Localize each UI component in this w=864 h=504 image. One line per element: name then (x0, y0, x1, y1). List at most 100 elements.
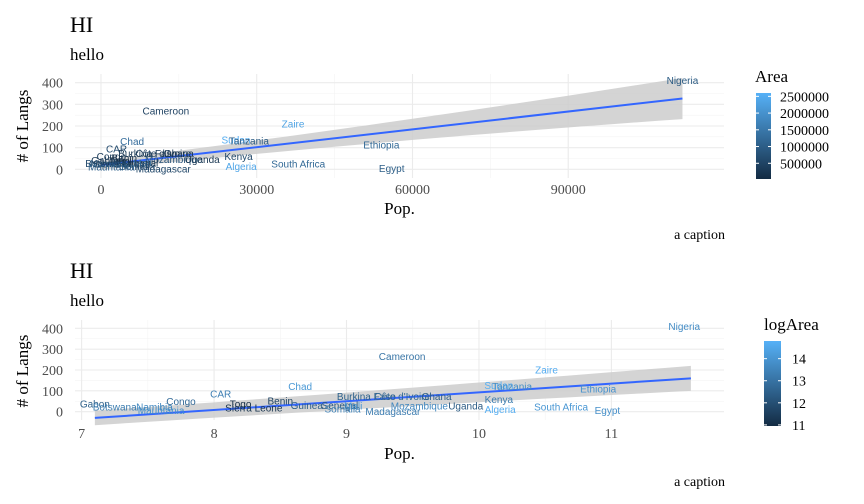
x-axis-title: Pop. (384, 444, 415, 463)
point-label: Guinea (291, 401, 324, 412)
point-label: Somalia (119, 162, 156, 173)
point-label: Chad (120, 137, 144, 148)
point-label: Madagascar (136, 164, 192, 175)
point-label: Tanzania (229, 137, 269, 148)
point-label: Mozambique (391, 401, 449, 412)
x-tick-label: 9 (343, 427, 350, 442)
point-label: South Africa (271, 159, 325, 170)
chart-panel-2: HI hello Nigeria Cameroon Zaire SudanTanzania… (13, 258, 819, 490)
x-axis-title: Pop. (384, 199, 415, 218)
point-label: Mali (344, 401, 362, 412)
trend-line (94, 377, 691, 419)
point-label: Sudan (484, 381, 513, 392)
point-label: Botswana (85, 159, 129, 170)
point-label: CAR (210, 389, 231, 400)
point-label: Cameroon (143, 106, 190, 117)
point-label: Mauritania (138, 406, 185, 417)
point-label: Togo (230, 400, 252, 411)
point-label: Namibia (90, 159, 127, 170)
confidence-band (94, 365, 691, 426)
chart-caption: a caption (674, 475, 725, 490)
point-label: Congo (166, 397, 196, 408)
trend-line (100, 97, 683, 166)
point-label: Gabon (91, 156, 121, 167)
point-label: Algeria (226, 162, 258, 173)
y-tick-label: 400 (42, 77, 63, 92)
x-tick-label: 8 (211, 427, 218, 442)
point-label: Namibia (136, 403, 173, 414)
legend: logArea 11 12 13 14 (764, 315, 819, 434)
chart-caption: a caption (674, 228, 725, 243)
point-label: Cameroon (379, 352, 426, 363)
legend-title: Area (755, 67, 788, 86)
y-tick-label: 300 (42, 343, 63, 358)
point-label: Senegal (122, 158, 159, 169)
point-label: Mali (133, 158, 151, 169)
point-label: Guinea (116, 158, 149, 169)
point-label: Congo (97, 152, 127, 163)
point-label: Zaire (535, 366, 558, 377)
point-label: Ethiopia (580, 385, 617, 396)
y-tick-label: 300 (42, 98, 63, 113)
point-label: Zaire (282, 119, 305, 130)
x-tick-label: 60000 (395, 183, 430, 198)
x-tick-label: 0 (97, 183, 104, 198)
legend-tick-label: 12 (792, 397, 806, 412)
point-label: Benin (268, 396, 294, 407)
point-label: Mauritania (88, 163, 135, 174)
point-label: Chad (288, 382, 312, 393)
point-label: Uganda (448, 401, 483, 412)
x-tick-label: 10 (472, 427, 486, 442)
x-tick-label: 11 (605, 427, 618, 442)
point-label: Benin (112, 154, 138, 165)
point-label: Uganda (185, 155, 220, 166)
point-label: CAR (106, 144, 127, 155)
point-label: Mozambique (145, 155, 203, 166)
point-label: Gabon (80, 399, 110, 410)
plot-grid (75, 74, 724, 178)
point-label: Algeria (485, 405, 517, 416)
legend-tick-label: 13 (792, 375, 806, 390)
legend-tick-label: 14 (792, 353, 806, 368)
point-label: Egypt (379, 164, 405, 175)
legend-title: logArea (764, 315, 819, 334)
point-label: Nigeria (667, 76, 699, 87)
y-tick-label: 200 (42, 120, 63, 135)
point-label: Nigeria (668, 322, 700, 333)
legend-colorbar (764, 341, 781, 426)
point-label: Côte d'Ivoire (135, 149, 191, 160)
chart-subtitle: hello (70, 45, 104, 64)
y-tick-label: 0 (56, 406, 63, 421)
legend-tick-label: 11 (792, 419, 805, 434)
point-label: Botswana (93, 403, 137, 414)
chart-title: HI (70, 12, 93, 37)
point-label: Madagascar (365, 407, 421, 418)
point-label: Sudan (221, 136, 250, 147)
chart-panel-1: HI hello Nigeria Cameroon Zaire SudanTanzania… (13, 12, 829, 243)
legend-tick-label: 2500000 (780, 90, 829, 105)
point-label: Togo (108, 157, 130, 168)
y-axis-title: # of Langs (13, 90, 32, 163)
point-label: Sierra Leone (225, 403, 283, 414)
legend-tick-label: 2000000 (780, 107, 829, 122)
point-label: Sierra Leone (93, 159, 151, 170)
point-label: Burkina Faso (118, 149, 177, 160)
point-label: Ethiopia (363, 141, 400, 152)
chart-subtitle: hello (70, 291, 104, 310)
point-label: Burkina Faso (337, 392, 396, 403)
point-label: Kenya (224, 152, 253, 163)
point-label: Egypt (595, 406, 621, 417)
point-label: Ghana (422, 392, 452, 403)
point-label: Senegal (322, 401, 359, 412)
y-tick-label: 400 (42, 322, 63, 337)
y-tick-label: 100 (42, 142, 63, 157)
point-label: Côte d'Ivoire (374, 392, 430, 403)
legend-colorbar (756, 93, 771, 179)
x-tick-label: 90000 (551, 183, 586, 198)
legend-tick-label: 1500000 (780, 124, 829, 139)
legend-tick-label: 500000 (780, 157, 822, 172)
chart-title: HI (70, 258, 93, 283)
